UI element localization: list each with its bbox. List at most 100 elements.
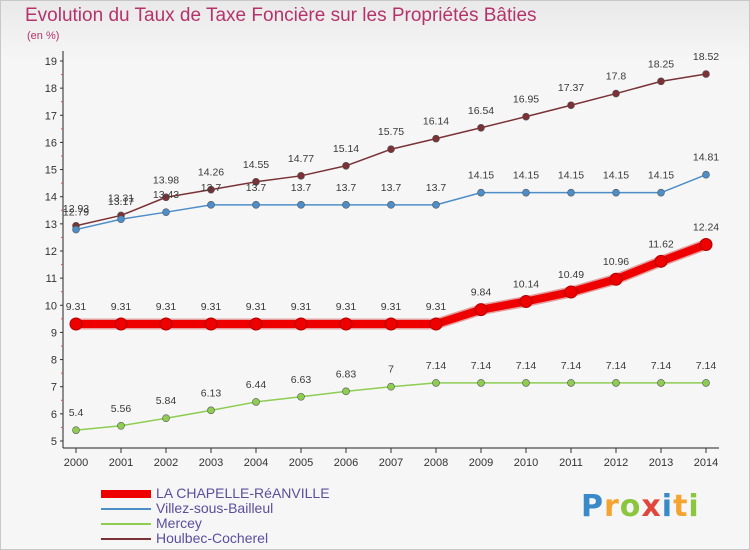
data-label-villez-sous-bailleul: 13.7 bbox=[381, 182, 402, 194]
y-tick-label: 13 bbox=[45, 219, 57, 231]
data-point-mercey bbox=[522, 379, 530, 387]
data-label-villez-sous-bailleul: 13.7 bbox=[336, 182, 357, 194]
data-label-la-chapelle-r-anville: 9.84 bbox=[471, 287, 492, 299]
data-point-villez-sous-bailleul bbox=[297, 201, 305, 209]
data-label-mercey: 6.83 bbox=[336, 368, 357, 380]
data-label-houlbec-cocherel: 14.77 bbox=[288, 153, 314, 165]
legend-label: Houlbec-Cocherel bbox=[156, 530, 269, 546]
legend-swatch bbox=[101, 489, 151, 498]
data-point-mercey bbox=[612, 379, 620, 387]
data-point-houlbec-cocherel bbox=[522, 112, 530, 121]
legend-swatch bbox=[101, 537, 151, 540]
x-tick-label: 2004 bbox=[244, 457, 268, 469]
y-tick-label: 6 bbox=[51, 409, 57, 421]
data-label-la-chapelle-r-anville: 9.31 bbox=[291, 301, 312, 313]
data-label-villez-sous-bailleul: 13.43 bbox=[153, 189, 179, 201]
data-point-mercey bbox=[72, 426, 80, 434]
data-point-houlbec-cocherel bbox=[342, 161, 350, 170]
data-label-villez-sous-bailleul: 14.15 bbox=[558, 170, 584, 182]
data-point-la-chapelle-r-anville bbox=[249, 317, 263, 331]
data-point-villez-sous-bailleul bbox=[567, 188, 575, 197]
data-label-villez-sous-bailleul: 14.15 bbox=[468, 170, 494, 182]
data-label-houlbec-cocherel: 13.31 bbox=[108, 192, 134, 204]
data-point-villez-sous-bailleul bbox=[477, 188, 485, 197]
data-point-houlbec-cocherel bbox=[657, 77, 665, 86]
x-tick-label: 2014 bbox=[694, 457, 718, 469]
data-label-la-chapelle-r-anville: 10.49 bbox=[558, 269, 584, 281]
data-point-houlbec-cocherel bbox=[207, 185, 215, 194]
x-tick-label: 2011 bbox=[559, 457, 583, 469]
data-label-villez-sous-bailleul: 13.7 bbox=[201, 182, 222, 194]
x-tick-label: 2006 bbox=[334, 457, 358, 469]
data-label-villez-sous-bailleul: 13.17 bbox=[108, 196, 134, 208]
data-point-la-chapelle-r-anville bbox=[114, 317, 128, 331]
data-label-mercey: 7.14 bbox=[516, 360, 537, 372]
data-point-mercey bbox=[342, 387, 350, 396]
y-tick-label: 15 bbox=[45, 165, 57, 177]
data-label-houlbec-cocherel: 13.98 bbox=[153, 174, 179, 186]
data-point-la-chapelle-r-anville bbox=[429, 317, 443, 331]
data-label-la-chapelle-r-anville: 12.24 bbox=[693, 221, 719, 233]
data-point-houlbec-cocherel bbox=[612, 89, 620, 98]
data-point-mercey bbox=[162, 414, 170, 423]
data-point-villez-sous-bailleul bbox=[387, 201, 395, 209]
x-tick-label: 2008 bbox=[424, 457, 448, 469]
data-label-houlbec-cocherel: 16.54 bbox=[468, 105, 494, 117]
y-tick-label: 18 bbox=[45, 83, 57, 95]
data-point-mercey bbox=[252, 398, 260, 406]
data-point-houlbec-cocherel bbox=[567, 101, 575, 110]
data-point-mercey bbox=[387, 382, 395, 391]
data-label-villez-sous-bailleul: 14.15 bbox=[648, 170, 674, 182]
data-label-mercey: 7.14 bbox=[696, 360, 717, 372]
data-point-houlbec-cocherel bbox=[297, 172, 305, 180]
x-tick-label: 2007 bbox=[379, 457, 403, 469]
data-point-mercey bbox=[702, 379, 710, 387]
y-tick-label: 7 bbox=[51, 382, 57, 394]
data-point-villez-sous-bailleul bbox=[432, 201, 440, 209]
data-label-villez-sous-bailleul: 13.7 bbox=[426, 182, 447, 194]
x-tick-label: 2002 bbox=[154, 457, 178, 469]
y-tick-label: 17 bbox=[45, 110, 57, 122]
data-label-villez-sous-bailleul: 14.15 bbox=[603, 170, 629, 182]
data-point-houlbec-cocherel bbox=[252, 177, 260, 186]
data-point-mercey bbox=[432, 379, 440, 387]
data-label-la-chapelle-r-anville: 9.31 bbox=[336, 301, 357, 313]
chart-unit-label: (en %) bbox=[27, 30, 60, 42]
data-point-la-chapelle-r-anville bbox=[654, 254, 668, 268]
y-tick-label: 19 bbox=[45, 56, 57, 68]
data-point-houlbec-cocherel bbox=[162, 193, 170, 202]
data-label-mercey: 7.14 bbox=[426, 360, 447, 372]
data-label-houlbec-cocherel: 18.52 bbox=[693, 51, 719, 63]
data-point-villez-sous-bailleul bbox=[162, 208, 170, 216]
data-point-villez-sous-bailleul bbox=[207, 201, 215, 209]
data-point-villez-sous-bailleul bbox=[522, 188, 530, 197]
data-label-houlbec-cocherel: 15.14 bbox=[333, 143, 359, 155]
data-label-villez-sous-bailleul: 12.79 bbox=[63, 207, 89, 219]
data-point-la-chapelle-r-anville bbox=[699, 237, 713, 251]
data-point-la-chapelle-r-anville bbox=[69, 317, 83, 331]
legend-label: LA CHAPELLE-RéANVILLE bbox=[156, 485, 330, 501]
legend-label: Villez-sous-Bailleul bbox=[156, 500, 274, 516]
data-label-houlbec-cocherel: 18.25 bbox=[648, 58, 674, 70]
data-label-la-chapelle-r-anville: 9.31 bbox=[381, 301, 402, 313]
data-point-la-chapelle-r-anville bbox=[294, 317, 308, 331]
data-point-mercey bbox=[657, 379, 665, 387]
data-point-la-chapelle-r-anville bbox=[339, 317, 353, 331]
data-label-la-chapelle-r-anville: 11.62 bbox=[648, 238, 674, 250]
data-label-houlbec-cocherel: 14.55 bbox=[243, 159, 269, 171]
data-label-houlbec-cocherel: 16.14 bbox=[423, 116, 449, 128]
data-label-houlbec-cocherel: 12.93 bbox=[63, 203, 89, 215]
data-point-mercey bbox=[477, 379, 485, 387]
legend-swatch bbox=[101, 507, 151, 510]
data-label-la-chapelle-r-anville: 10.96 bbox=[603, 256, 629, 268]
data-label-villez-sous-bailleul: 14.81 bbox=[693, 152, 719, 164]
data-label-la-chapelle-r-anville: 9.31 bbox=[426, 301, 447, 313]
legend-label: Mercey bbox=[156, 515, 202, 531]
x-tick-label: 2012 bbox=[604, 457, 628, 469]
y-tick-label: 10 bbox=[45, 300, 57, 312]
x-tick-label: 2005 bbox=[289, 457, 313, 469]
data-label-villez-sous-bailleul: 14.15 bbox=[513, 170, 539, 182]
data-label-houlbec-cocherel: 15.75 bbox=[378, 126, 404, 138]
x-tick-label: 2001 bbox=[109, 457, 133, 469]
